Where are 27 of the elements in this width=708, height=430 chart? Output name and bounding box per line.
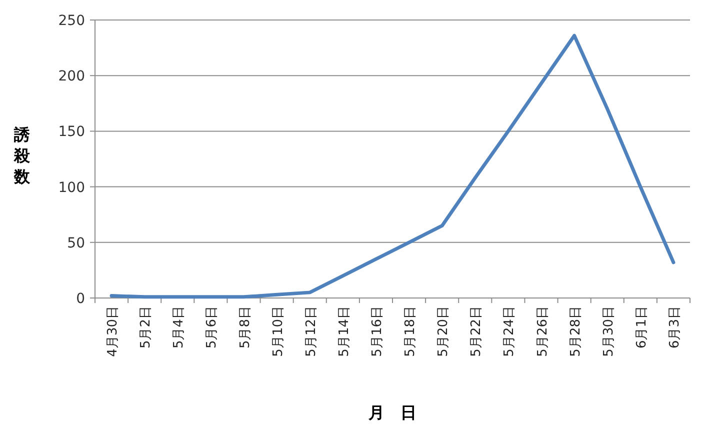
x-tick-label: 6月3日	[667, 306, 682, 349]
y-axis-title: 誘殺数	[13, 125, 31, 186]
x-tick-label: 5月8日	[238, 306, 253, 349]
y-tick-label: 250	[58, 13, 85, 29]
y-tick-label: 0	[76, 291, 85, 307]
y-tick-label: 100	[58, 180, 85, 196]
x-tick-label: 5月30日	[601, 306, 616, 357]
x-tick-label: 4月30日	[106, 306, 121, 357]
y-tick-label: 150	[58, 124, 85, 140]
x-tick-label: 5月16日	[370, 306, 385, 357]
x-tick-label: 5月22日	[469, 306, 484, 357]
x-tick-label: 5月4日	[172, 306, 187, 349]
x-tick-label: 5月24日	[502, 306, 518, 357]
x-tick-label: 5月12日	[304, 306, 319, 357]
y-tick-label: 200	[58, 68, 85, 85]
x-axis-title: 月 日	[368, 403, 416, 422]
x-tick-label: 5月14日	[336, 306, 352, 357]
y-tick-label: 50	[67, 235, 85, 252]
x-tick-label: 5月18日	[403, 306, 418, 357]
x-tick-label: 5月26日	[535, 306, 550, 357]
line-series	[110, 34, 676, 299]
x-tick-label: 6月1日	[634, 306, 650, 349]
x-tick-label: 5月10日	[270, 306, 286, 357]
x-tick-label: 5月20日	[436, 306, 452, 357]
x-tick-label: 5月28日	[568, 306, 584, 357]
x-tick-label: 5月6日	[204, 306, 220, 349]
x-tick-label: 5月2日	[138, 306, 154, 349]
